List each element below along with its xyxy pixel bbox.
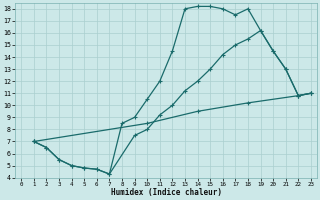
X-axis label: Humidex (Indice chaleur): Humidex (Indice chaleur) [111, 188, 221, 197]
